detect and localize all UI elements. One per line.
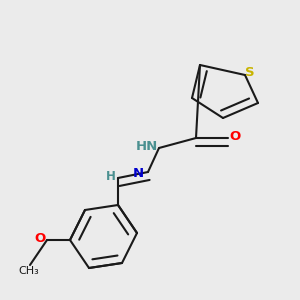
Text: O: O [34, 232, 45, 245]
Text: O: O [230, 130, 241, 143]
Text: HN: HN [136, 140, 158, 153]
Text: N: N [133, 167, 144, 180]
Text: S: S [245, 65, 254, 79]
Text: CH₃: CH₃ [18, 266, 39, 276]
Text: H: H [106, 170, 116, 183]
